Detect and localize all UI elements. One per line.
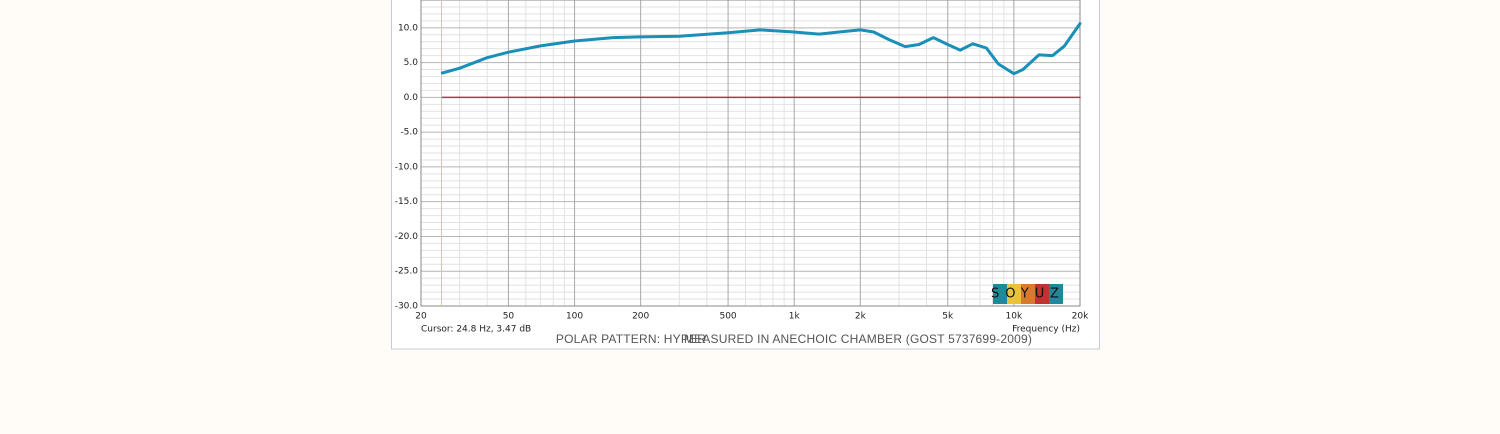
logo-block [1021,284,1035,304]
logo-block [1049,284,1063,304]
response-line [440,22,1082,76]
x-tick-label: 1k [789,312,801,322]
x-tick-label: 50 [503,312,515,322]
x-axis-label: Frequency (Hz) [1012,325,1080,335]
y-tick-label: -5.0 [400,128,418,138]
y-tick-label: 10.0 [398,23,418,33]
x-tick-label: 20k [1072,312,1089,322]
y-tick-label: 5.0 [404,58,419,68]
y-tick-label: 0.0 [404,93,419,103]
annotation: POLAR PATTERN: HYPER [556,332,706,346]
y-tick-label: -25.0 [395,267,419,277]
y-tick-label: -20.0 [395,232,419,242]
logo-block [1035,284,1049,304]
y-tick-label: -15.0 [395,197,419,207]
x-tick-label: 200 [632,312,649,322]
x-tick-label: 100 [566,312,583,322]
x-tick-label: 2k [855,312,867,322]
plot-border [420,0,1081,307]
logo: SOYUZ [991,287,1065,302]
x-tick-label: 20 [415,312,427,322]
y-tick-label: -10.0 [395,162,419,172]
y-tick-label: -30.0 [395,302,419,312]
logo-block [1007,284,1021,304]
logo-block [993,284,1007,304]
x-tick-label: 500 [719,312,736,322]
cursor-label: Cursor: 24.8 Hz, 3.47 dB [421,325,531,335]
annotation: MEASURED IN ANECHOIC CHAMBER (GOST 57376… [684,332,1032,346]
x-tick-label: 5k [942,312,954,322]
x-tick-label: 10k [1006,312,1023,322]
